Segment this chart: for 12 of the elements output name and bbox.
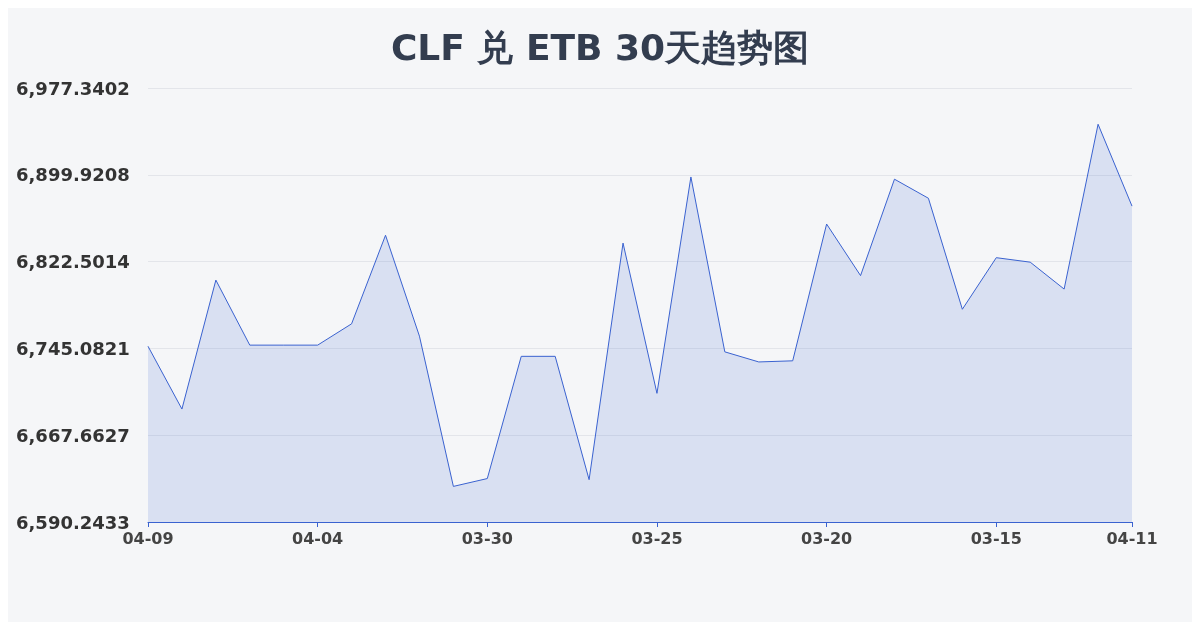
- x-tick-label: 03-25: [631, 528, 683, 548]
- y-tick-label: 6,822.5014: [16, 251, 130, 273]
- chart-title: CLF 兑 ETB 30天趋势图: [390, 26, 810, 68]
- x-tick-label: 04-11: [1106, 528, 1158, 548]
- x-tick-label: 04-04: [292, 528, 344, 548]
- y-tick-label: 6,745.0821: [16, 337, 130, 359]
- x-tick-label: 03-20: [801, 528, 853, 548]
- x-tick-label: 03-15: [970, 528, 1022, 548]
- y-tick-label: 6,899.9208: [16, 164, 130, 186]
- y-tick-label: 6,667.6627: [16, 424, 130, 446]
- y-tick-label: 6,977.3402: [16, 77, 130, 99]
- x-tick-label: 03-30: [461, 528, 513, 548]
